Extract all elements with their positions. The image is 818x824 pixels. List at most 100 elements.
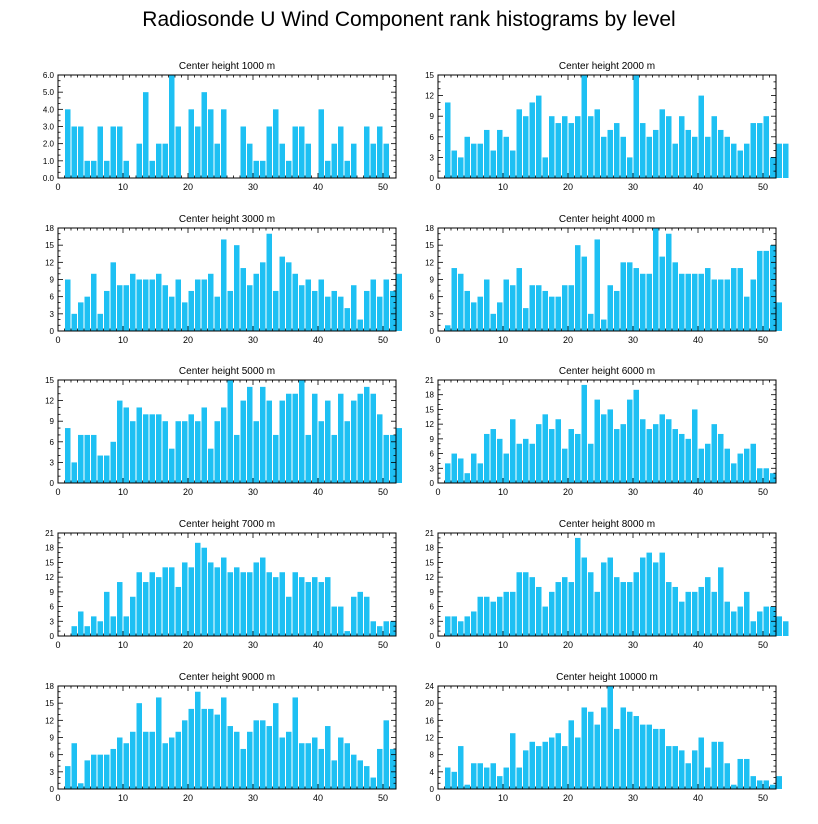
bar — [445, 616, 451, 636]
bar — [390, 748, 396, 789]
bar — [575, 433, 581, 483]
bar — [305, 279, 311, 331]
bar — [253, 160, 259, 178]
x-tick-label: 30 — [628, 640, 638, 650]
y-tick-label: 3 — [430, 310, 435, 319]
y-tick-label: 9 — [50, 417, 55, 426]
bar — [97, 455, 103, 483]
bar — [130, 273, 136, 331]
bar — [718, 279, 724, 331]
bar — [477, 143, 483, 178]
bar — [214, 567, 220, 636]
bar — [221, 557, 227, 636]
y-tick-label: 0 — [430, 632, 435, 641]
bar — [770, 157, 776, 178]
bar — [318, 582, 324, 636]
bar — [497, 596, 503, 636]
y-tick-label: 3 — [430, 617, 435, 626]
x-tick-label: 20 — [183, 793, 193, 803]
bar — [471, 453, 477, 483]
y-tick-label: 4 — [430, 768, 435, 777]
bar — [273, 109, 279, 178]
bar — [698, 737, 704, 789]
bar — [188, 109, 194, 178]
x-tick-label: 10 — [118, 487, 128, 497]
bar — [195, 691, 201, 789]
bar — [750, 279, 756, 331]
bar — [731, 143, 737, 178]
bar — [757, 468, 763, 483]
bar — [312, 737, 318, 789]
bar — [698, 95, 704, 178]
bar — [451, 453, 457, 483]
bar — [370, 279, 376, 331]
x-tick-label: 0 — [435, 793, 440, 803]
bar — [588, 443, 594, 483]
bar — [770, 245, 776, 331]
x-tick-label: 40 — [313, 335, 323, 345]
bar — [555, 123, 561, 178]
bar — [672, 586, 678, 636]
bar — [672, 746, 678, 789]
bar — [763, 116, 769, 178]
bar — [156, 697, 162, 789]
bar — [71, 313, 77, 331]
bar — [458, 157, 464, 178]
bar — [737, 758, 743, 789]
bar — [640, 724, 646, 789]
bar — [490, 150, 496, 178]
bar — [305, 743, 311, 789]
bar — [377, 748, 383, 789]
bar — [357, 591, 363, 636]
bar — [711, 116, 717, 178]
bar — [247, 386, 253, 483]
bar — [503, 767, 509, 789]
y-tick-label: 3 — [430, 153, 435, 162]
bar — [672, 262, 678, 331]
bar — [188, 290, 194, 331]
bar — [312, 393, 318, 483]
bar — [143, 582, 149, 636]
bar — [65, 428, 71, 483]
bar — [338, 126, 344, 178]
bar — [471, 763, 477, 789]
y-tick-label: 18 — [45, 544, 54, 553]
bar — [542, 290, 548, 331]
x-tick-label: 30 — [248, 335, 258, 345]
bar — [581, 557, 587, 636]
bar — [484, 279, 490, 331]
bar — [273, 434, 279, 483]
bar — [136, 143, 142, 178]
panel-1: Center height 1000 m 0 10 20 30 40 50 0.0 1.0 2.0… — [43, 61, 397, 192]
x-tick-label: 0 — [435, 487, 440, 497]
bar — [594, 239, 600, 331]
x-tick-label: 20 — [183, 640, 193, 650]
bar — [542, 741, 548, 789]
bar — [588, 711, 594, 789]
x-tick-label: 30 — [248, 793, 258, 803]
bar — [568, 720, 574, 789]
bar — [445, 767, 451, 789]
bar — [351, 285, 357, 331]
bar — [104, 290, 110, 331]
bar — [490, 429, 496, 483]
bar — [247, 143, 253, 178]
bar — [266, 400, 272, 483]
bar — [562, 116, 568, 178]
bar — [464, 784, 470, 789]
bar — [562, 746, 568, 789]
y-tick-label: 15 — [45, 241, 54, 250]
bar — [620, 136, 626, 178]
bar — [240, 572, 246, 636]
y-tick-label: 9 — [430, 276, 435, 285]
y-tick-label: 0 — [430, 327, 435, 336]
x-tick-label: 30 — [248, 640, 258, 650]
bar — [214, 421, 220, 483]
bar — [477, 463, 483, 483]
bar — [529, 285, 535, 331]
bar — [117, 737, 123, 789]
x-tick-label: 10 — [498, 335, 508, 345]
bar — [763, 606, 769, 636]
y-tick-label: 18 — [425, 224, 434, 233]
bar — [536, 95, 542, 178]
